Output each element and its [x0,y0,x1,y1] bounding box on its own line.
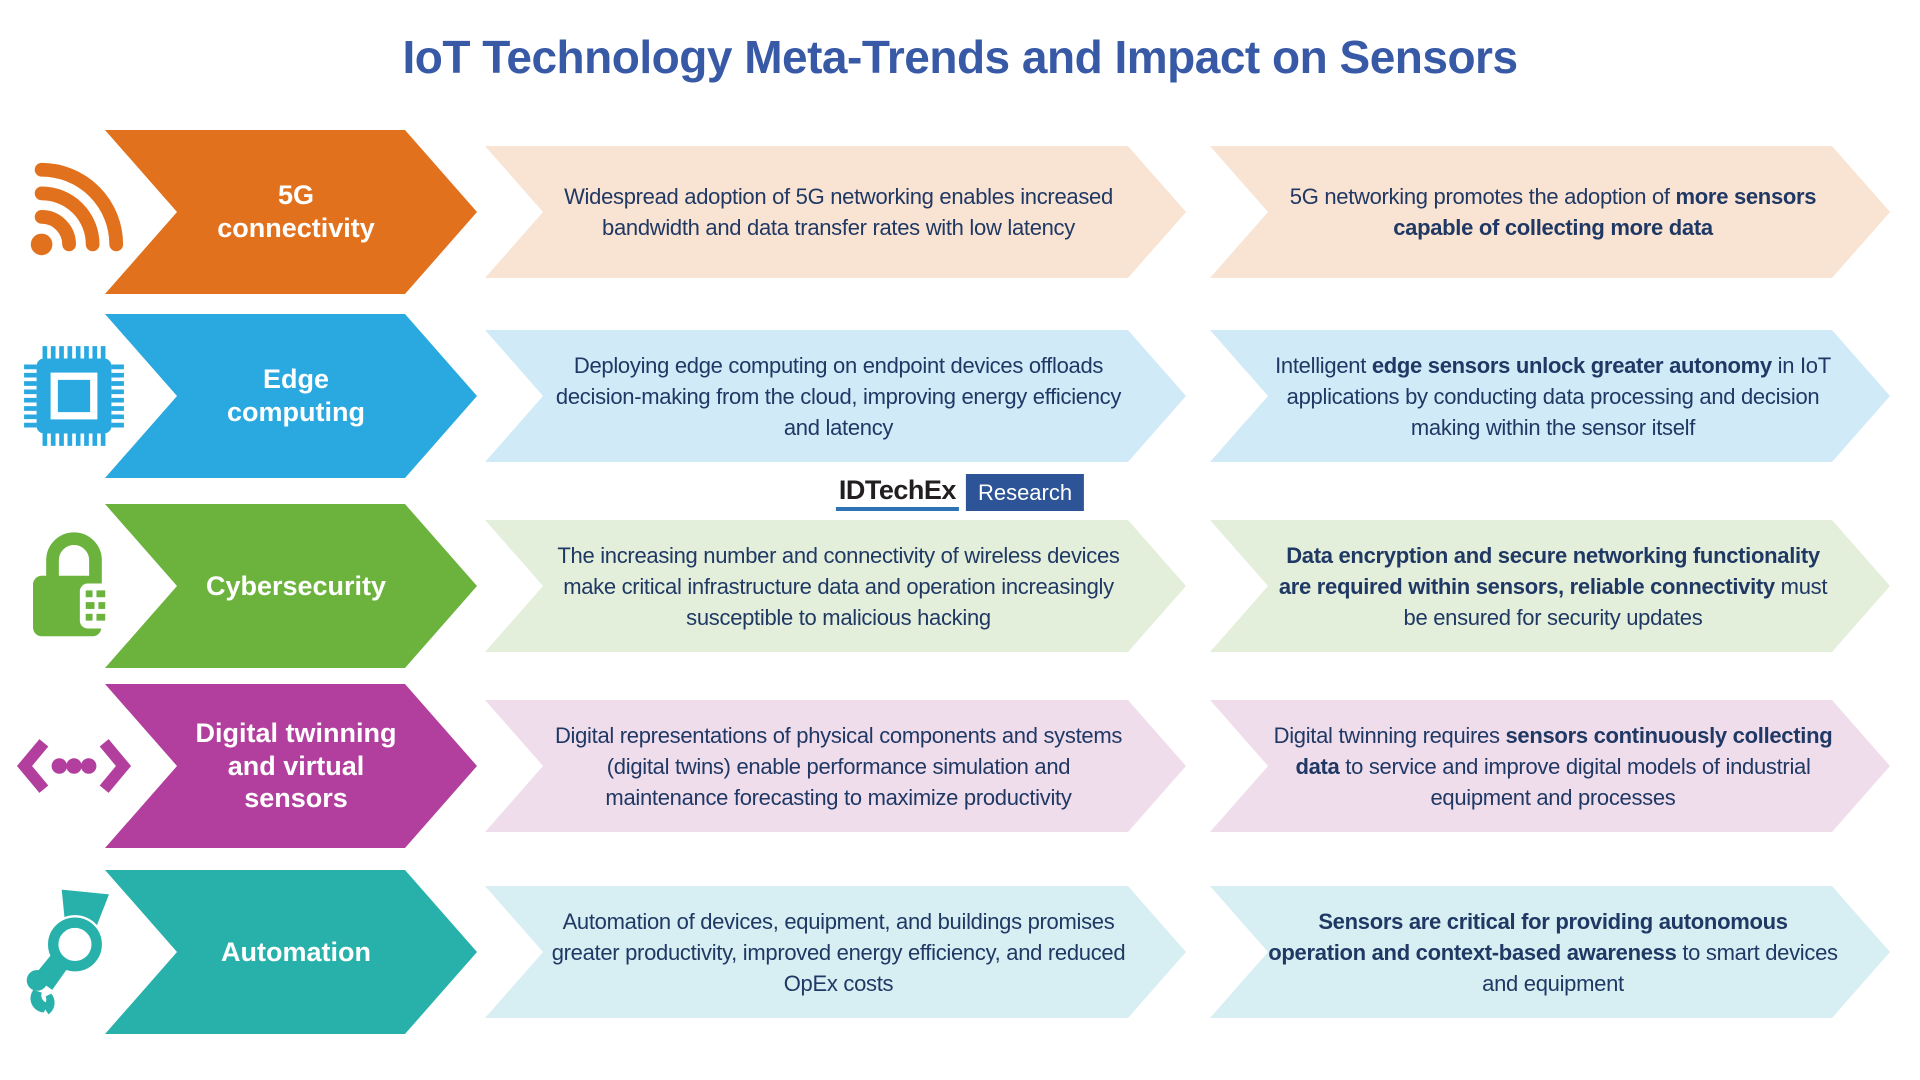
wifi-icon [16,146,132,278]
trend-label-arrow: Automation [105,870,477,1034]
impact-description-arrow: 5G networking promotes the adoption of m… [1210,146,1890,278]
trend-row-edge-computing: Edge computing Deploying edge computing … [0,314,1920,478]
trend-label: Edge computing [227,364,365,427]
robot-arm-icon [16,886,132,1018]
trend-label: Automation [221,936,371,967]
trend-description-arrow: Widespread adoption of 5G networking ena… [485,146,1186,278]
impact-description-arrow: Sensors are critical for providing auton… [1210,886,1890,1018]
trend-description-arrow: The increasing number and connectivity o… [485,520,1186,652]
trend-row-automation: Automation Automation of devices, equipm… [0,870,1920,1034]
trend-description: Automation of devices, equipment, and bu… [551,908,1126,996]
trend-description-arrow: Digital representations of physical comp… [485,700,1186,832]
idtechex-logo: IDTechEx Research [825,474,1095,511]
trend-description-arrow: Automation of devices, equipment, and bu… [485,886,1186,1018]
digital-twin-icon [16,700,132,832]
impact-description: 5G networking promotes the adoption of m… [1289,184,1817,240]
trend-label-arrow: Edge computing [105,314,477,478]
impact-description: Data encryption and secure networking fu… [1278,542,1828,630]
impact-description-arrow: Intelligent edge sensors unlock greater … [1210,330,1890,462]
impact-description: Sensors are critical for providing auton… [1268,908,1838,996]
trend-row-5g-connectivity: 5G connectivity Widespread adoption of 5… [0,130,1920,294]
trend-label-arrow: Cybersecurity [105,504,477,668]
padlock-icon [16,520,132,652]
chip-icon [16,330,132,462]
trend-row-cybersecurity: Cybersecurity The increasing number and … [0,504,1920,668]
trend-label-arrow: Digital twinning and virtual sensors [105,684,477,848]
trend-description: The increasing number and connectivity o… [557,542,1120,630]
impact-description-arrow: Digital twinning requires sensors contin… [1210,700,1890,832]
trend-description: Widespread adoption of 5G networking ena… [564,184,1113,240]
trend-label: Digital twinning and virtual sensors [195,717,397,814]
trend-description-arrow: Deploying edge computing on endpoint dev… [485,330,1186,462]
impact-description: Intelligent edge sensors unlock greater … [1275,352,1831,440]
trend-description: Deploying edge computing on endpoint dev… [555,352,1122,440]
trend-description: Digital representations of physical comp… [554,722,1123,810]
page-title: IoT Technology Meta-Trends and Impact on… [402,31,1518,83]
trend-label: Cybersecurity [205,570,387,601]
impact-description-arrow: Data encryption and secure networking fu… [1210,520,1890,652]
trend-label-arrow: 5G connectivity [105,130,477,294]
trend-label: 5G connectivity [217,180,375,243]
impact-description: Digital twinning requires sensors contin… [1273,722,1833,810]
idtechex-logo-brand: IDTechEx [835,474,959,511]
idtechex-logo-research-badge: Research [965,474,1085,511]
trend-row-digital-twinning: Digital twinning and virtual sensors Dig… [0,684,1920,848]
